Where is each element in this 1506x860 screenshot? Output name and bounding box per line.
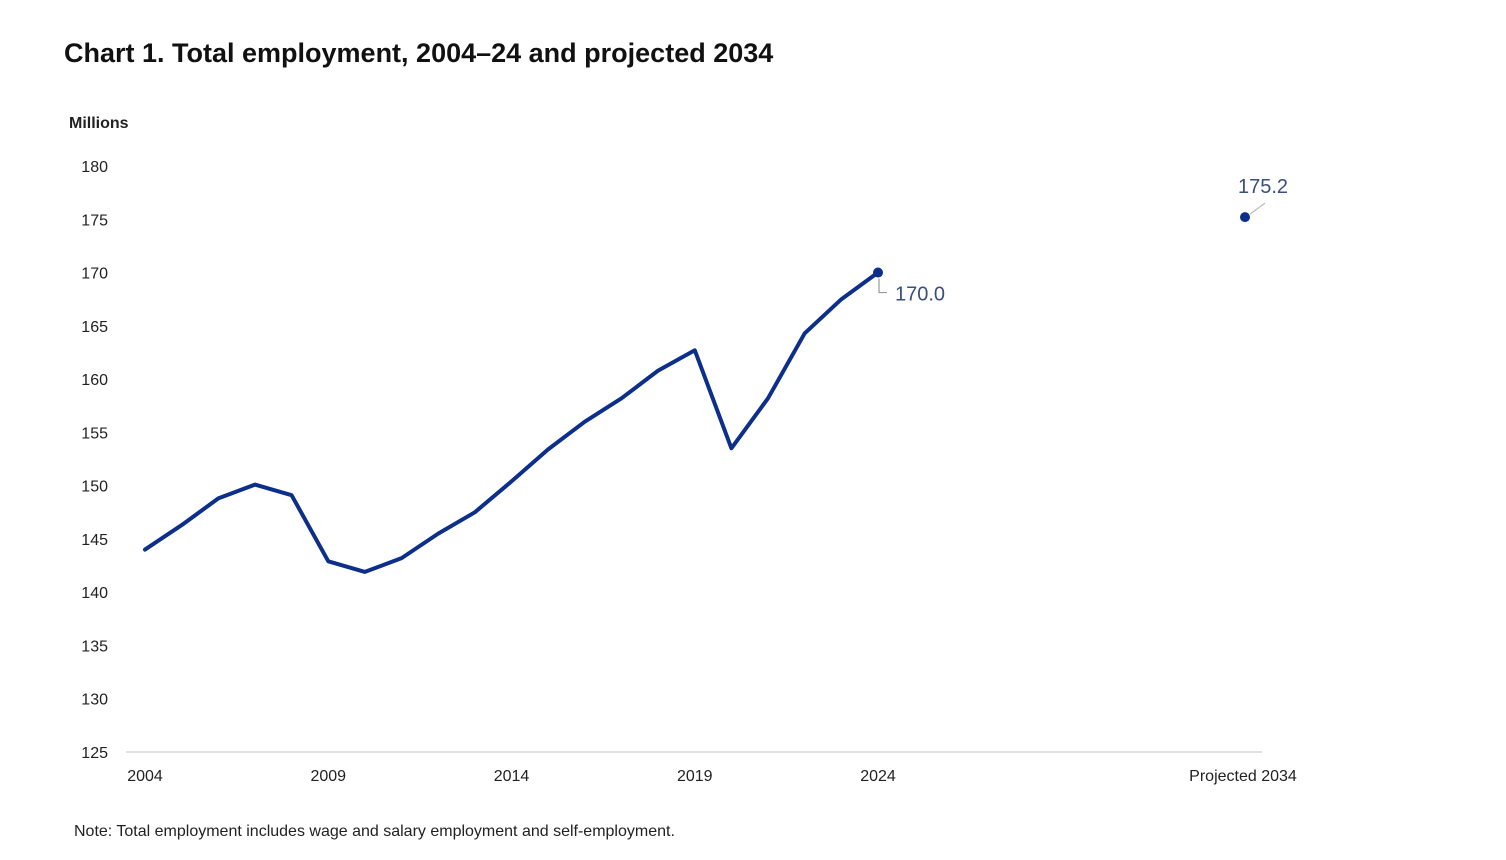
x-tick-label-2004: 2004 bbox=[127, 768, 163, 785]
x-tick-label-2019: 2019 bbox=[677, 768, 713, 785]
y-tick-label-135: 135 bbox=[81, 638, 108, 655]
y-tick-label-175: 175 bbox=[81, 212, 108, 229]
chart-note: Note: Total employment includes wage and… bbox=[74, 823, 675, 840]
chart-title: Chart 1. Total employment, 2004–24 and p… bbox=[64, 38, 774, 68]
x-tick-label-2024: 2024 bbox=[860, 768, 896, 785]
y-axis-unit-label: Millions bbox=[69, 115, 129, 132]
data-label-projected-2034: 175.2 bbox=[1238, 176, 1288, 198]
x-tick-label-projected-2034: Projected 2034 bbox=[1189, 768, 1297, 785]
data-label-2024: 170.0 bbox=[895, 284, 945, 306]
point-2024 bbox=[873, 267, 883, 278]
employment-series-line bbox=[143, 270, 880, 574]
y-tick-label-140: 140 bbox=[81, 585, 108, 602]
y-axis-ticks: 180 175 170 165 160 155 150 145 140 135 130 125 bbox=[81, 159, 108, 762]
point-projected-2034 bbox=[1240, 212, 1250, 223]
y-tick-label-145: 145 bbox=[81, 532, 108, 549]
y-tick-label-130: 130 bbox=[81, 692, 108, 709]
y-tick-label-170: 170 bbox=[81, 266, 108, 283]
y-tick-label-150: 150 bbox=[81, 479, 108, 496]
leader-line-2024 bbox=[878, 278, 887, 294]
y-tick-label-180: 180 bbox=[81, 159, 108, 176]
y-tick-label-155: 155 bbox=[81, 425, 108, 442]
leader-line-projected bbox=[1249, 202, 1266, 215]
y-tick-label-160: 160 bbox=[81, 372, 108, 389]
y-tick-label-125: 125 bbox=[81, 745, 108, 762]
y-tick-label-165: 165 bbox=[81, 319, 108, 336]
x-tick-label-2014: 2014 bbox=[494, 768, 530, 785]
x-axis-ticks: 2004 2009 2014 2019 2024 Projected 2034 bbox=[127, 768, 1297, 785]
x-tick-label-2009: 2009 bbox=[310, 768, 346, 785]
series-points bbox=[873, 212, 1250, 278]
data-label-annotations: 170.0 175.2 bbox=[878, 176, 1288, 306]
